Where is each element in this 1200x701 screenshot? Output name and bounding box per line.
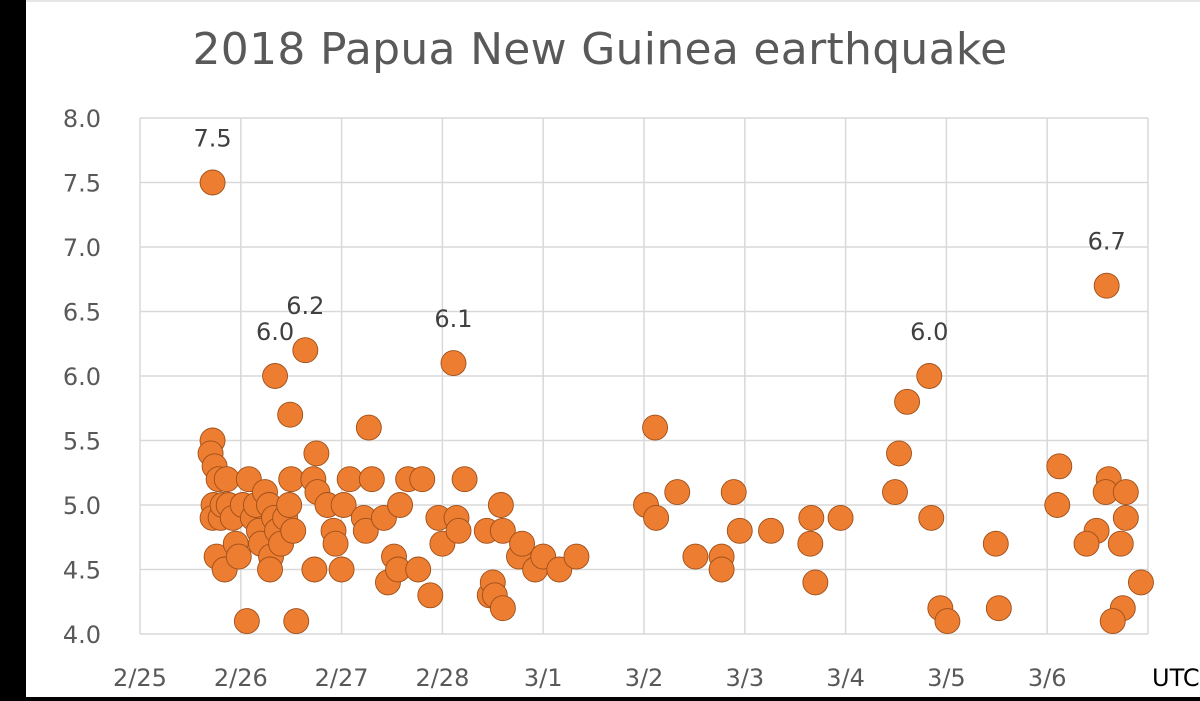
data-point (358, 466, 385, 493)
y-tick-label: 4.5 (63, 557, 101, 585)
data-point (336, 466, 363, 493)
data-point (982, 530, 1009, 557)
data-point (489, 595, 516, 622)
data-point (277, 401, 304, 428)
x-tick-label: 2/28 (415, 664, 469, 692)
y-tick-label: 8.0 (63, 105, 101, 133)
data-point (563, 543, 590, 570)
data-point (278, 466, 305, 493)
data-point (262, 363, 289, 389)
data-point (330, 492, 357, 518)
data-label: 6.0 (256, 318, 294, 346)
data-point (322, 530, 349, 557)
data-point (487, 492, 514, 518)
data-point (489, 517, 516, 544)
data-point (276, 492, 303, 518)
data-point (720, 479, 747, 506)
data-point (1099, 608, 1126, 635)
y-tick-label: 4.0 (63, 621, 101, 649)
data-label: 6.7 (1088, 228, 1126, 256)
data-label: 6.0 (910, 318, 948, 346)
data-point (352, 517, 379, 544)
data-point (758, 517, 784, 544)
data-point (257, 556, 283, 583)
data-point (934, 608, 961, 635)
data-point (409, 466, 436, 493)
x-axis-tick-labels: 2/25 2/26 2/27 2/28 3/1 3/2 3/3 3/4 3/5 3/6 (113, 664, 1066, 692)
data-point (199, 169, 226, 196)
data-point (213, 466, 240, 493)
x-tick-label: 2/27 (315, 664, 369, 692)
data-point (882, 479, 908, 506)
data-point (301, 556, 328, 583)
y-tick-label: 5.0 (63, 492, 101, 520)
data-point (682, 543, 709, 570)
y-tick-label: 5.5 (63, 428, 101, 456)
data-point (417, 582, 444, 609)
y-tick-label: 7.0 (63, 234, 101, 262)
data-point (405, 556, 432, 583)
data-points (197, 169, 1154, 635)
data-label: 6.1 (434, 305, 472, 333)
data-point (451, 466, 478, 493)
data-point (802, 569, 829, 596)
data-point (1107, 530, 1134, 557)
data-point (797, 530, 824, 557)
x-tick-label: 2/26 (214, 664, 268, 692)
data-point (894, 388, 921, 415)
data-point (1044, 492, 1071, 518)
x-tick-label: 3/4 (826, 664, 865, 692)
data-point (509, 530, 535, 557)
data-label: 6.2 (286, 292, 324, 320)
x-axis-unit-label: UTC (1152, 664, 1200, 692)
data-labels: 7.56.06.2 6.1 6.06.7 (193, 125, 1125, 347)
data-point (303, 440, 330, 467)
data-point (827, 504, 854, 531)
data-point (1073, 530, 1100, 557)
x-tick-label: 3/2 (625, 664, 664, 692)
data-point (292, 337, 319, 364)
data-point (387, 492, 414, 518)
data-point (355, 414, 382, 441)
data-point (916, 363, 943, 389)
data-point (328, 556, 355, 583)
data-label: 7.5 (193, 125, 231, 153)
data-point (1112, 504, 1139, 531)
y-axis-tick-labels: 4.0 4.5 5.0 5.5 6.0 6.5 7.0 7.5 8.0 (63, 105, 101, 649)
x-tick-label: 3/6 (1028, 664, 1067, 692)
data-point (280, 517, 307, 544)
data-point (283, 608, 310, 635)
x-tick-label: 3/1 (524, 664, 563, 692)
data-point (664, 479, 691, 506)
data-point (225, 543, 252, 570)
data-point (985, 595, 1012, 622)
data-point (1093, 272, 1120, 299)
chart-title: 2018 Papua New Guinea earthquake (192, 24, 1008, 75)
data-point (708, 556, 735, 583)
data-point (918, 504, 945, 531)
x-tick-label: 3/5 (927, 664, 966, 692)
data-point (798, 504, 825, 531)
data-point (643, 504, 670, 531)
gridlines (139, 117, 1149, 635)
y-tick-label: 6.5 (63, 299, 101, 327)
x-tick-label: 2/25 (113, 664, 167, 692)
y-tick-label: 6.0 (63, 363, 101, 391)
data-point (1046, 453, 1073, 480)
data-point (886, 440, 912, 467)
x-tick-label: 3/3 (725, 664, 764, 692)
data-point (445, 517, 472, 544)
y-tick-label: 7.5 (63, 170, 101, 198)
data-point (233, 608, 260, 635)
data-point (726, 517, 753, 544)
data-point (1127, 569, 1154, 596)
data-point (440, 350, 467, 377)
data-point (642, 414, 669, 441)
data-point (1112, 479, 1139, 506)
